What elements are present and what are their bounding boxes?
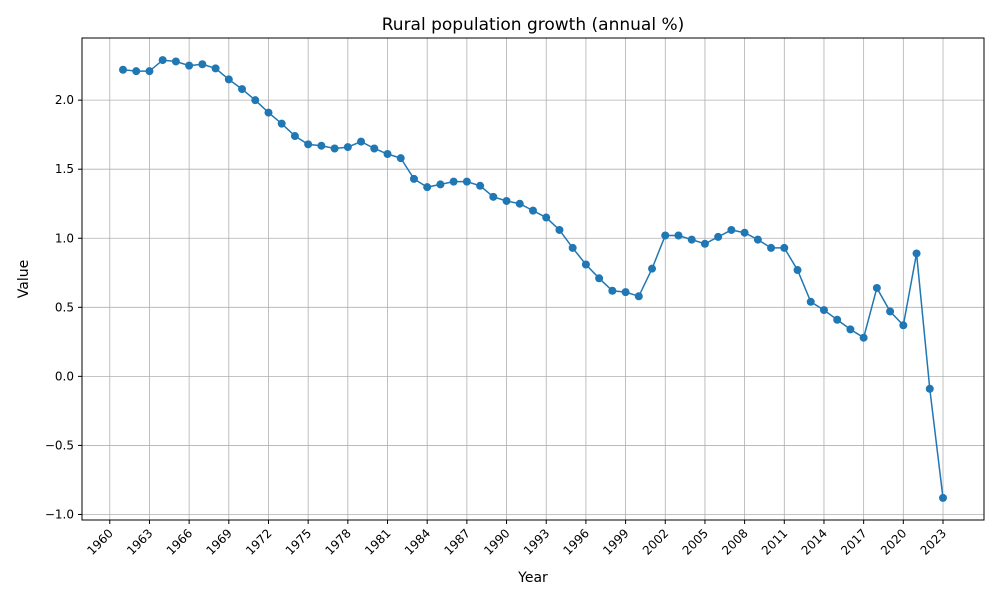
point — [198, 60, 207, 69]
point — [714, 232, 723, 241]
x-tick-label: 1963 — [124, 526, 155, 557]
x-tick-label: 2002 — [640, 526, 671, 557]
x-tick-label: 1960 — [84, 526, 115, 557]
point — [727, 225, 736, 234]
x-tick-label: 2014 — [799, 526, 830, 557]
point — [436, 180, 445, 189]
point — [740, 228, 749, 237]
point — [238, 85, 247, 94]
point — [608, 286, 617, 295]
point — [423, 183, 432, 192]
point — [634, 292, 643, 301]
point — [859, 333, 868, 342]
point — [304, 140, 313, 149]
x-tick-label: 2020 — [878, 526, 909, 557]
y-tick-label: 2.0 — [55, 93, 74, 107]
point — [277, 119, 286, 128]
point — [119, 65, 127, 74]
x-tick-label: 1990 — [481, 526, 512, 557]
x-tick-label: 2005 — [680, 526, 711, 557]
point — [185, 61, 194, 70]
x-tick-label: 1969 — [203, 526, 234, 557]
point — [621, 288, 630, 297]
x-axis-label: Year — [517, 570, 548, 586]
point — [529, 206, 537, 215]
point — [780, 243, 789, 252]
point — [846, 325, 855, 334]
point — [687, 235, 696, 244]
point — [700, 239, 709, 248]
point — [793, 266, 802, 275]
point — [449, 177, 458, 186]
point — [290, 132, 299, 141]
x-tick-label: 2023 — [918, 526, 949, 557]
point — [158, 56, 167, 65]
point — [357, 137, 366, 146]
point — [819, 306, 828, 315]
x-tick-label: 1999 — [600, 526, 631, 557]
x-tick-label: 1975 — [283, 526, 314, 557]
point — [833, 315, 842, 324]
point — [872, 283, 881, 292]
point — [515, 199, 524, 208]
point — [409, 174, 418, 183]
point — [343, 143, 352, 152]
point — [370, 144, 379, 153]
point — [767, 243, 776, 252]
plot-frame — [81, 37, 985, 521]
point — [753, 235, 762, 244]
y-axis-label: Value — [16, 260, 32, 298]
point — [502, 196, 511, 205]
x-tick-label: 1978 — [322, 526, 353, 557]
y-tick-label: −1.0 — [45, 507, 74, 521]
x-tick-label: 2017 — [838, 526, 869, 557]
point — [132, 67, 141, 76]
point — [476, 181, 485, 190]
point — [330, 144, 339, 153]
point — [542, 213, 551, 222]
x-tick-label: 2011 — [759, 526, 790, 557]
x-tick-label: 2008 — [719, 526, 750, 557]
point — [264, 108, 273, 117]
y-tick-label: 1.0 — [55, 231, 74, 245]
point — [489, 192, 498, 201]
x-tick-label: 1984 — [402, 526, 433, 557]
x-tick-label: 1996 — [561, 526, 592, 557]
point — [555, 225, 564, 234]
point — [396, 154, 405, 163]
y-tick-label: 0.5 — [55, 300, 74, 314]
point — [462, 177, 471, 186]
x-tick-label: 1972 — [243, 526, 274, 557]
point — [224, 75, 233, 84]
point — [595, 274, 604, 283]
y-tick-label: 1.5 — [55, 162, 74, 176]
point — [383, 150, 392, 159]
point — [581, 260, 590, 269]
point — [211, 64, 220, 73]
point — [661, 231, 670, 240]
point — [317, 141, 326, 150]
point — [145, 67, 154, 76]
point — [939, 493, 947, 502]
chart-title: Rural population growth (annual %) — [382, 15, 684, 35]
x-tick-label: 1966 — [164, 526, 195, 557]
y-tick-label: −0.5 — [45, 438, 74, 452]
line — [122, 59, 944, 498]
x-tick-label: 1993 — [521, 526, 552, 557]
x-tick-label: 1987 — [441, 526, 472, 557]
point — [648, 264, 657, 273]
point — [568, 243, 577, 252]
point — [925, 384, 934, 393]
x-tick-label: 1981 — [362, 526, 393, 557]
point — [886, 307, 895, 316]
point — [806, 297, 815, 306]
point — [674, 231, 683, 240]
point — [171, 57, 180, 66]
point — [912, 249, 921, 258]
point — [251, 96, 260, 105]
point — [899, 321, 908, 330]
y-tick-label: 0.0 — [55, 369, 74, 383]
